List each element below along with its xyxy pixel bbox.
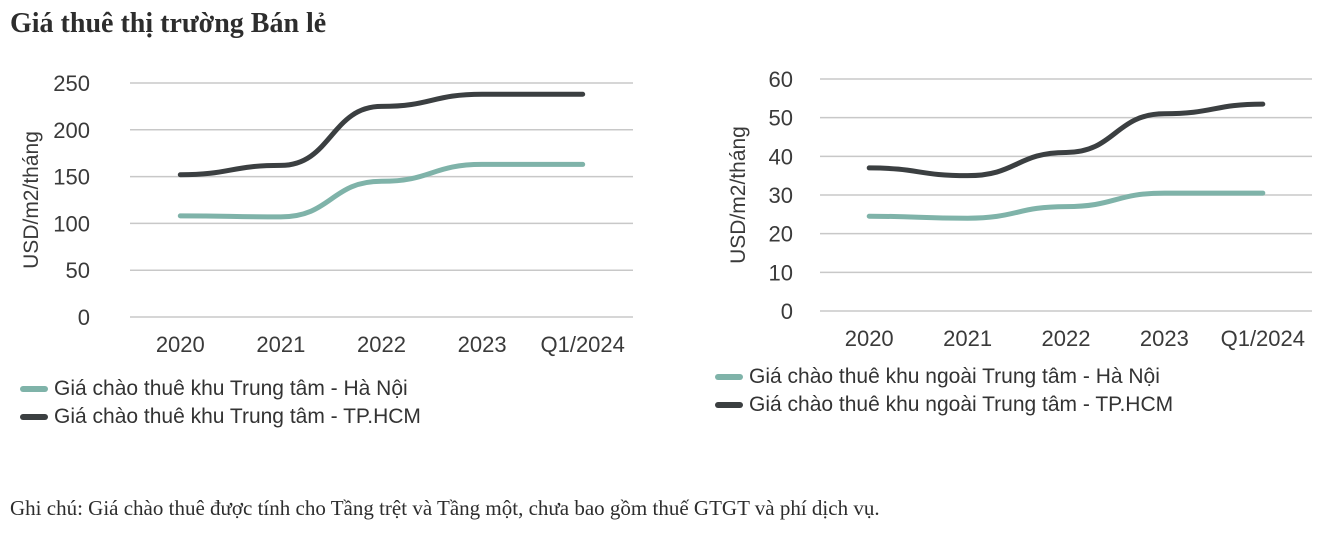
chart1-x-tick-label: 2022 — [357, 332, 406, 357]
chart2-y-tick-label: 30 — [769, 183, 793, 208]
chart2-y-tick-label: 20 — [769, 222, 793, 247]
chart2-y-tick-label: 50 — [769, 106, 793, 131]
chart2-y-tick-label: 40 — [769, 144, 793, 169]
chart2-x-tick-label: 2022 — [1042, 326, 1091, 351]
chart1-legend-swatch-hanoi — [20, 386, 48, 392]
chart1-legend: Giá chào thuê khu Trung tâm - Hà Nội Giá… — [20, 375, 421, 431]
chart2-y-tick-label: 60 — [769, 67, 793, 92]
chart1-y-tick-label: 50 — [66, 258, 90, 283]
chart2-series-line-hcm — [866, 101, 1266, 179]
chart2-x-tick-label: Q1/2024 — [1221, 326, 1305, 351]
chart1-legend-label-hanoi: Giá chào thuê khu Trung tâm - Hà Nội — [54, 377, 408, 400]
chart2-y-tick-label: 10 — [769, 260, 793, 285]
chart2-x-tick-label: 2020 — [845, 326, 894, 351]
chart1-y-tick-label: 250 — [53, 71, 90, 96]
chart2-legend-label-hanoi: Giá chào thuê khu ngoài Trung tâm - Hà N… — [749, 365, 1160, 388]
chart2-series-line-hanoi — [866, 190, 1266, 221]
chart1-x-tick-label: 2021 — [256, 332, 305, 357]
chart2-y-axis-label: USD/m2/tháng — [727, 126, 750, 264]
chart1-series-line-hanoi — [177, 161, 586, 220]
chart2-legend-swatch-hcm — [715, 402, 743, 408]
chart1-legend-label-hcm: Giá chào thuê khu Trung tâm - TP.HCM — [54, 405, 421, 428]
chart1-y-tick-label: 150 — [53, 165, 90, 190]
chart1-x-tick-label: 2020 — [156, 332, 205, 357]
chart1-legend-item-hanoi: Giá chào thuê khu Trung tâm - Hà Nội — [20, 375, 421, 403]
chart1-y-tick-label: 100 — [53, 211, 90, 236]
chart1-y-tick-label: 200 — [53, 118, 90, 143]
chart1-legend-swatch-hcm — [20, 414, 48, 420]
chart1-x-tick-label: 2023 — [458, 332, 507, 357]
chart1-x-tick-label: Q1/2024 — [540, 332, 624, 357]
chart2-x-tick-label: 2023 — [1140, 326, 1189, 351]
chart2-legend-item-hcm: Giá chào thuê khu ngoài Trung tâm - TP.H… — [715, 391, 1173, 419]
chart2-x-tick-label: 2021 — [943, 326, 992, 351]
page-title: Giá thuê thị trường Bán lẻ — [10, 8, 327, 39]
chart2-legend-item-hanoi: Giá chào thuê khu ngoài Trung tâm - Hà N… — [715, 363, 1173, 391]
chart2-y-tick-label: 0 — [781, 299, 793, 324]
chart1-y-axis-label: USD/m2/tháng — [20, 131, 43, 269]
chart2-legend-swatch-hanoi — [715, 374, 743, 380]
chart2-legend-label-hcm: Giá chào thuê khu ngoài Trung tâm - TP.H… — [749, 393, 1174, 416]
chart1-series-line-hcm — [177, 91, 586, 178]
footnote: Ghi chú: Giá chào thuê được tính cho Tần… — [10, 496, 880, 520]
chart1-legend-item-hcm: Giá chào thuê khu Trung tâm - TP.HCM — [20, 403, 421, 431]
chart2-legend: Giá chào thuê khu ngoài Trung tâm - Hà N… — [715, 363, 1173, 419]
chart1-y-tick-label: 0 — [78, 305, 90, 330]
